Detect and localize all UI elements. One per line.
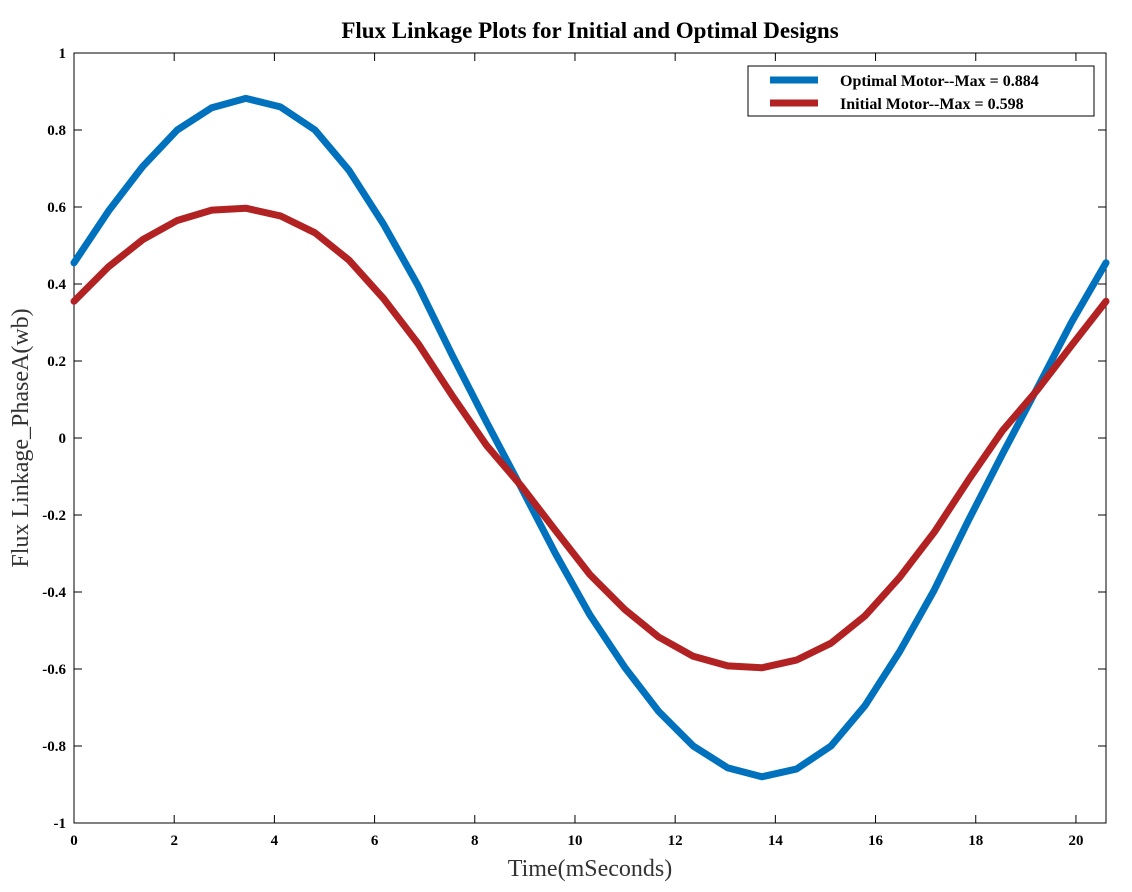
- x-tick-label: 20: [1068, 833, 1083, 849]
- x-tick-label: 16: [868, 833, 884, 849]
- series-line-initial: [70, 204, 1110, 672]
- x-tick-label: 10: [567, 833, 582, 849]
- y-tick-label: 0: [59, 431, 67, 447]
- x-tick-label: 8: [471, 833, 479, 849]
- y-tick-label: 1: [59, 46, 67, 62]
- x-tick-label: 12: [668, 833, 683, 849]
- x-tick-label: 14: [768, 833, 784, 849]
- y-tick-label: 0.6: [47, 200, 66, 216]
- y-tick-label: 0.8: [47, 123, 66, 139]
- y-tick-label: -0.6: [42, 662, 66, 678]
- y-tick-label: -0.4: [42, 585, 66, 601]
- plot-lines: [70, 94, 1110, 781]
- legend: Optimal Motor--Max = 0.884 Initial Motor-…: [747, 65, 1095, 117]
- axis-ticks: 0 2 4 6 8 10 12 14 16 18 20 -1 -0.8 -0.6 -0.4 -0.2 0 0.2 0…: [42, 46, 1106, 849]
- legend-label: Initial Motor--Max = 0.598: [840, 96, 1024, 113]
- y-tick-label: -0.2: [42, 508, 66, 524]
- legend-label: Optimal Motor--Max = 0.884: [840, 73, 1039, 90]
- y-tick-label: 0.4: [47, 277, 66, 293]
- x-tick-label: 0: [70, 833, 78, 849]
- x-tick-label: 4: [271, 833, 279, 849]
- legend-box: [747, 65, 1095, 117]
- y-tick-label: -0.8: [42, 739, 66, 755]
- y-axis-label: Flux Linkage_PhaseA(wb): [8, 308, 34, 567]
- y-tick-label: -1: [54, 816, 67, 832]
- series-line-optimal: [70, 94, 1110, 781]
- plot-area: [73, 52, 1107, 824]
- y-tick-label: 0.2: [47, 354, 66, 370]
- x-tick-label: 6: [371, 833, 379, 849]
- chart-title: Flux Linkage Plots for Initial and Optim…: [341, 18, 838, 43]
- x-axis-label: Time(mSeconds): [508, 856, 672, 882]
- x-tick-label: 2: [170, 833, 178, 849]
- x-tick-label: 18: [968, 833, 983, 849]
